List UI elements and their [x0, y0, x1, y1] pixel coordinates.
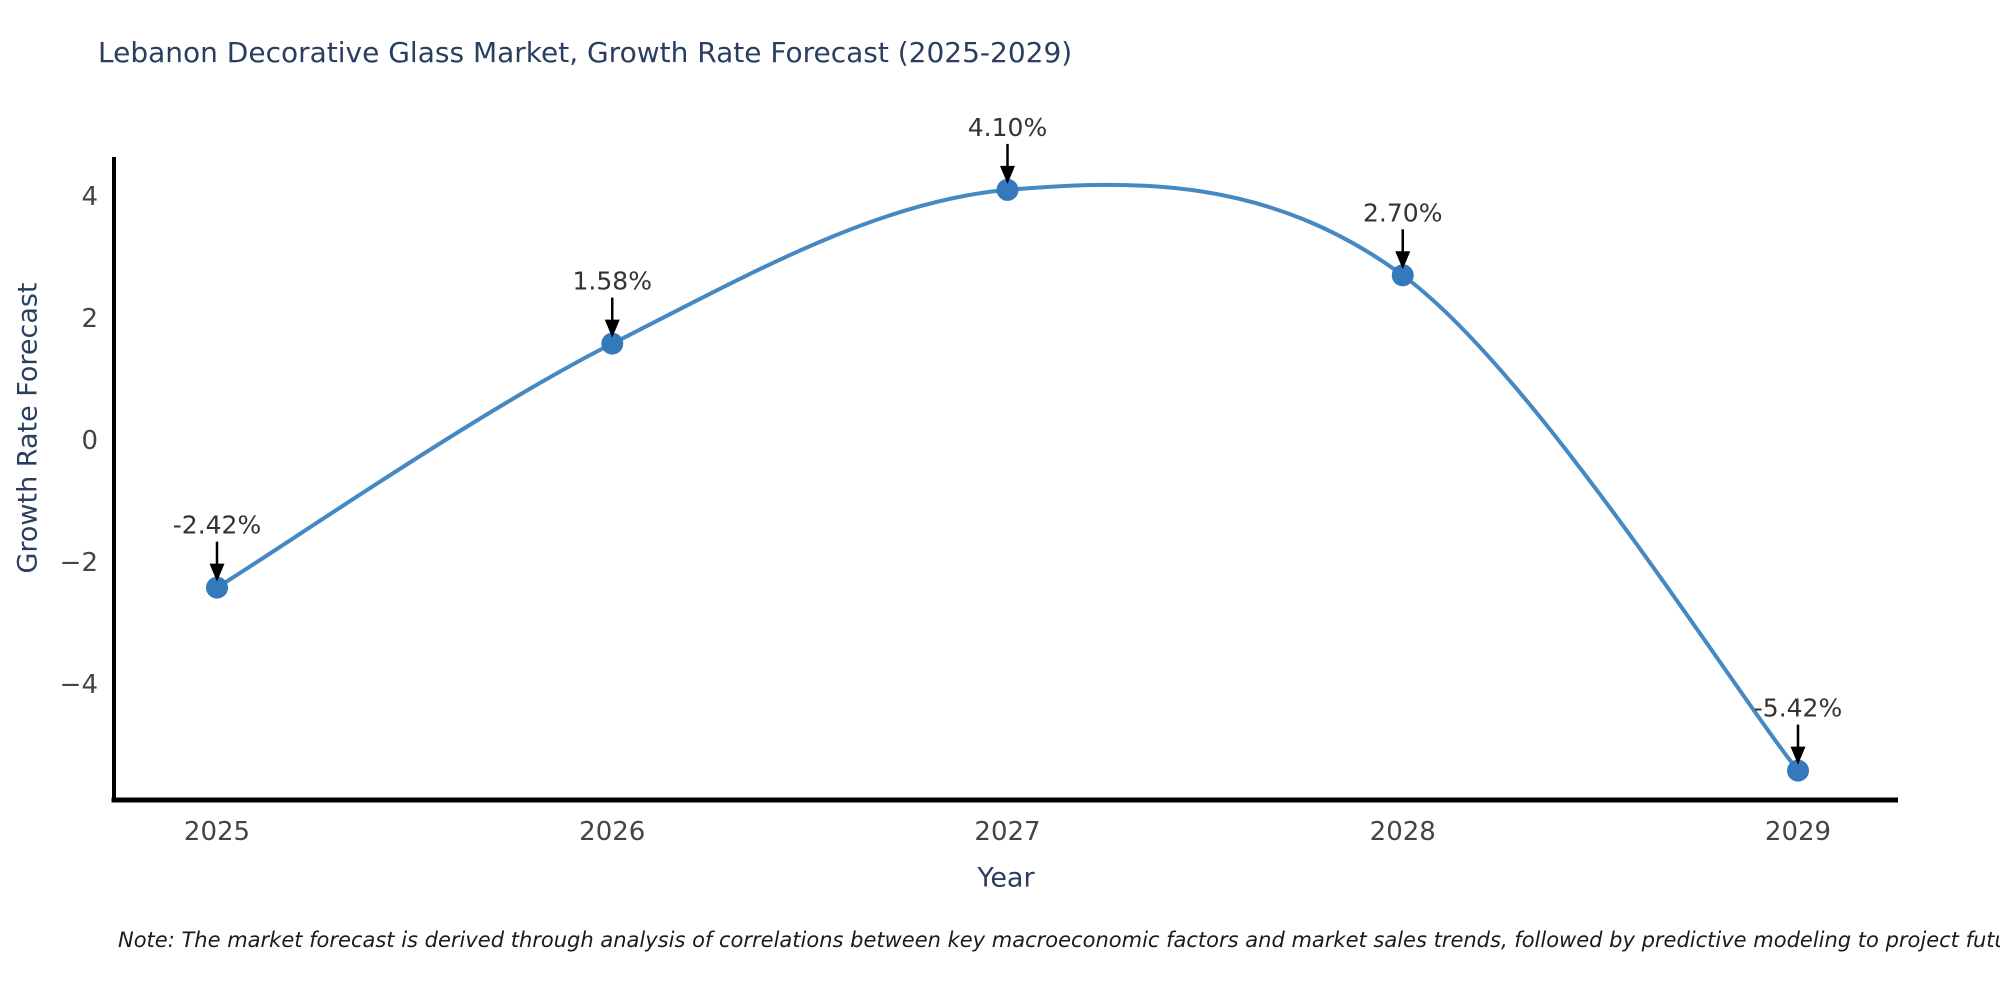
data-point-marker [1391, 264, 1414, 287]
data-point-marker [601, 332, 624, 355]
point-value-label: 1.58% [573, 267, 652, 296]
y-tick-label: 0 [81, 426, 98, 456]
point-value-label: 2.70% [1363, 198, 1442, 227]
point-value-label: -5.42% [1754, 694, 1842, 723]
trend-line [215, 182, 1800, 772]
x-tick-label: 2025 [184, 817, 250, 847]
y-tick-label: −2 [60, 548, 98, 578]
data-point-marker [1787, 759, 1809, 782]
y-tick-label: −4 [60, 670, 98, 700]
y-tick-label: 2 [81, 304, 98, 334]
data-point-marker [996, 178, 1019, 201]
data-point-marker [206, 576, 228, 599]
annotation-arrowhead-icon [1000, 165, 1015, 184]
chart-footnote: Note: The market forecast is derived thr… [118, 928, 2000, 952]
point-value-label: 4.10% [968, 113, 1047, 142]
x-tick-label: 2028 [1370, 817, 1436, 847]
x-tick-label: 2026 [579, 817, 645, 847]
annotation-arrowhead-icon [1790, 746, 1806, 765]
annotation-arrowhead-icon [604, 319, 620, 338]
x-tick-label: 2027 [974, 817, 1040, 847]
x-axis-title: Year [977, 862, 1035, 894]
point-value-label: -2.42% [173, 511, 261, 540]
chart-title: Lebanon Decorative Glass Market, Growth … [98, 36, 1073, 69]
annotation-arrowhead-icon [1395, 251, 1411, 270]
annotation-arrowhead-icon [209, 563, 225, 582]
y-tick-label: 4 [81, 182, 98, 212]
x-tick-label: 2029 [1765, 817, 1831, 847]
